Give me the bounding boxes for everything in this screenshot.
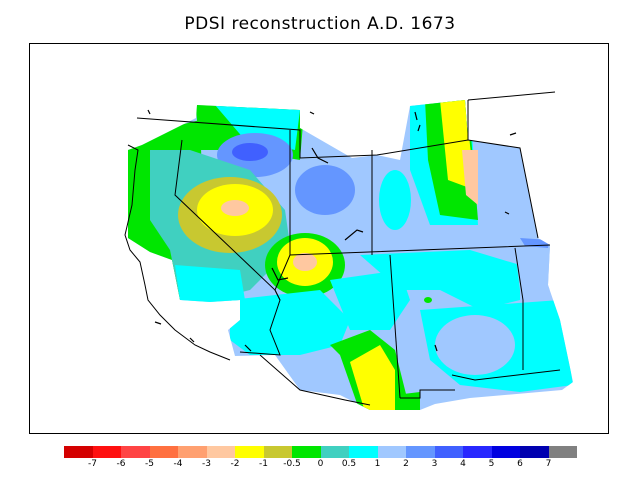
legend-swatch xyxy=(178,446,207,458)
legend-tick-label: -7 xyxy=(88,459,97,469)
map-title: PDSI reconstruction A.D. 1673 xyxy=(184,14,456,34)
legend-swatch xyxy=(92,446,121,458)
legend-tick-label: -2 xyxy=(230,459,240,469)
legend-tick-label: 0 xyxy=(317,459,324,469)
legend-tick-label: 0.5 xyxy=(341,459,357,469)
legend-tick-label: -4 xyxy=(173,459,183,469)
legend-swatch xyxy=(121,446,150,458)
legend-swatch xyxy=(520,446,549,458)
legend-tick-label: 4 xyxy=(460,459,466,469)
legend-swatch xyxy=(263,446,292,458)
legend-swatch xyxy=(377,446,406,458)
legend-swatch xyxy=(406,446,435,458)
pdsi-field xyxy=(128,100,573,410)
legend-tick-label: 1 xyxy=(374,459,381,469)
legend-swatch xyxy=(320,446,349,458)
legend-tick-label: -5 xyxy=(145,459,154,469)
legend-swatch xyxy=(64,446,93,458)
legend-swatch xyxy=(434,446,463,458)
legend-swatch xyxy=(463,446,492,458)
legend-swatch xyxy=(548,446,577,458)
legend-tick-label: -3 xyxy=(202,459,211,469)
legend-tick-label: 3 xyxy=(431,459,438,469)
legend-tick-label: 7 xyxy=(545,459,552,469)
legend-tick-label: 2 xyxy=(403,459,409,469)
legend-swatch xyxy=(149,446,178,458)
boundary-lines xyxy=(124,91,561,406)
legend-swatch xyxy=(235,446,264,458)
legend-tick-label: 5 xyxy=(488,459,495,469)
legend-swatch xyxy=(292,446,321,458)
lake-marks xyxy=(147,109,517,352)
legend-tick-label: -6 xyxy=(116,459,126,469)
legend-tick-label: -0.5 xyxy=(283,459,301,469)
legend-labels: -7 -6 -5 -4 -3 -2 -1 -0.5 0 0.5 1 2 3 4 5 6 7 xyxy=(64,459,577,473)
legend-swatch xyxy=(491,446,520,458)
legend-color-bar xyxy=(64,446,577,458)
legend-swatch xyxy=(206,446,235,458)
legend-tick-label: -1 xyxy=(259,459,268,469)
legend-swatch xyxy=(349,446,378,458)
legend-tick-label: 6 xyxy=(517,459,523,469)
